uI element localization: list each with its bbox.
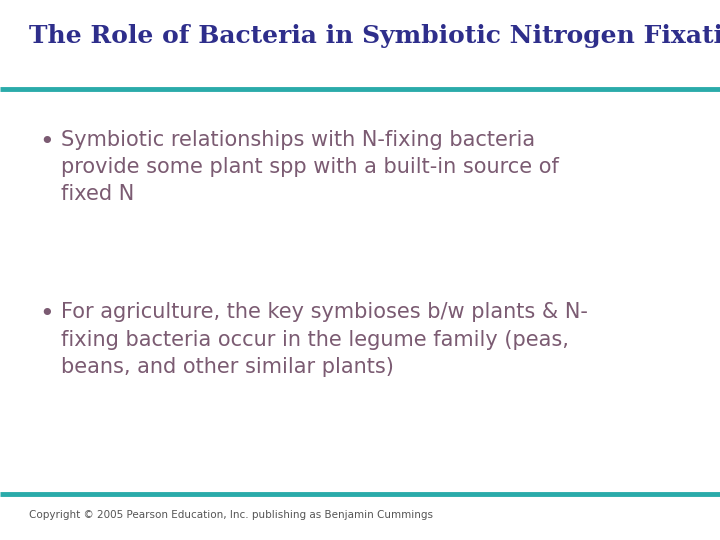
Text: Symbiotic relationships with N-fixing bacteria
provide some plant spp with a bui: Symbiotic relationships with N-fixing ba… [61,130,559,204]
Text: For agriculture, the key symbioses b/w plants & N-
fixing bacteria occur in the : For agriculture, the key symbioses b/w p… [61,302,588,377]
Text: •: • [40,302,54,326]
Text: The Role of Bacteria in Symbiotic Nitrogen Fixation: The Role of Bacteria in Symbiotic Nitrog… [29,24,720,48]
Text: •: • [40,130,54,153]
Text: Copyright © 2005 Pearson Education, Inc. publishing as Benjamin Cummings: Copyright © 2005 Pearson Education, Inc.… [29,510,433,521]
